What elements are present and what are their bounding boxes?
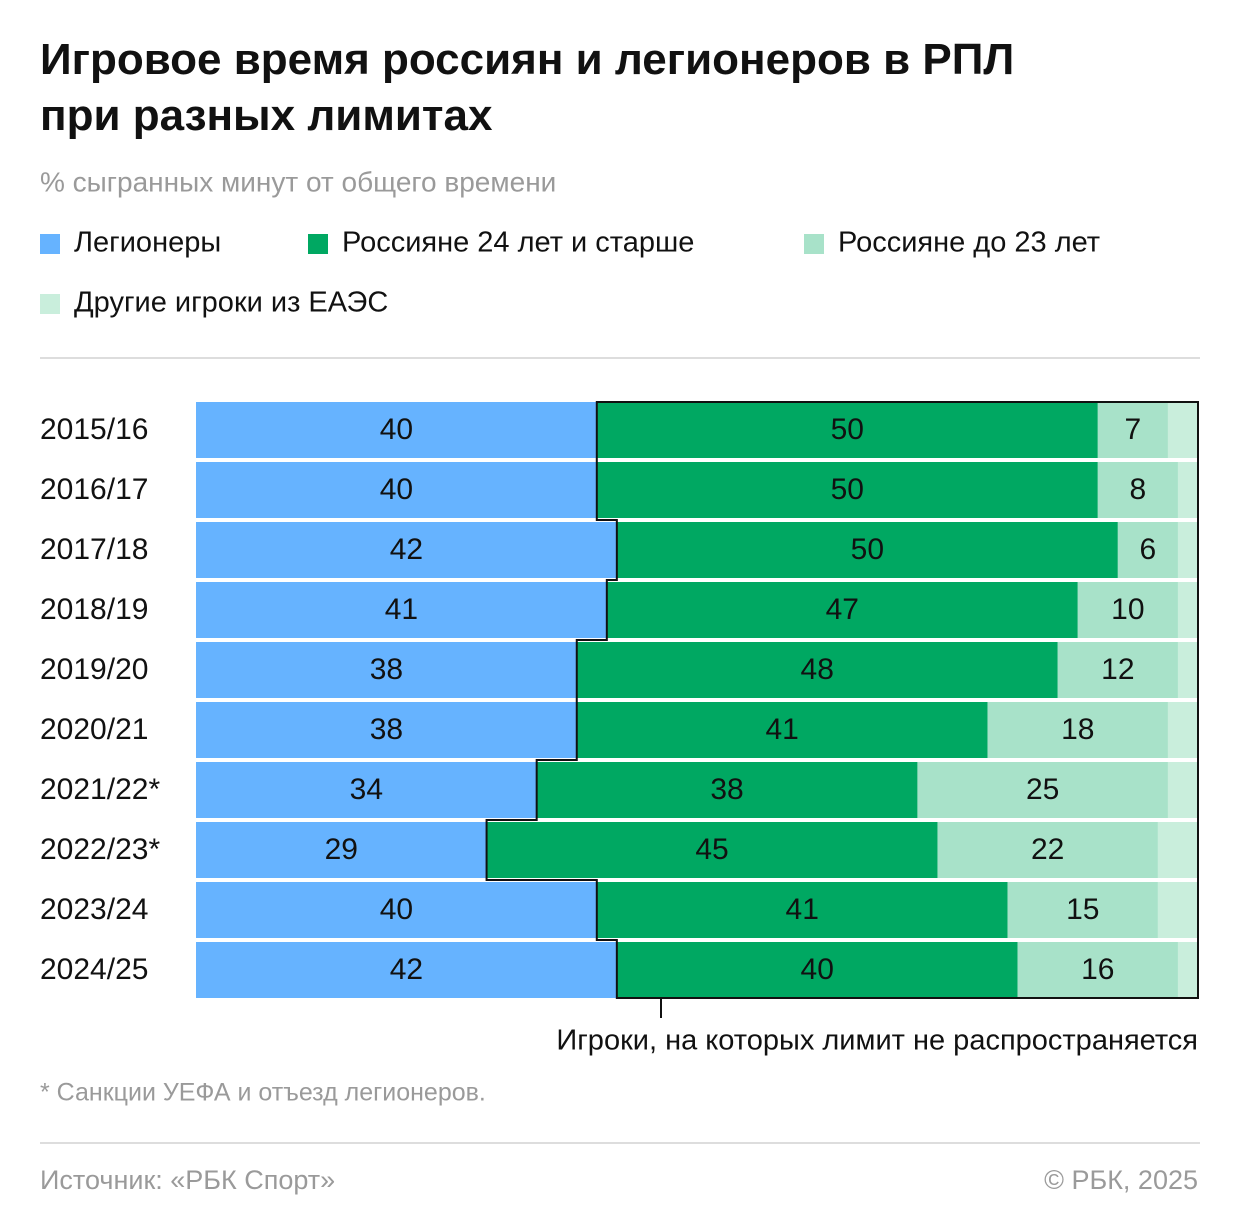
bar-segment bbox=[1017, 942, 1178, 998]
value-label: 42 bbox=[390, 953, 423, 986]
bar-segment bbox=[196, 462, 597, 518]
value-label: 38 bbox=[370, 713, 403, 746]
bar-segment bbox=[917, 762, 1168, 818]
title-line: Игровое время россиян и легионеров в РПЛ bbox=[40, 35, 1014, 84]
value-label: 48 bbox=[801, 653, 834, 686]
bar-segment bbox=[1117, 522, 1178, 578]
bar-segment bbox=[576, 642, 1058, 698]
legend-swatch bbox=[308, 234, 328, 254]
limit-outline bbox=[485, 401, 1199, 999]
bar-segment bbox=[196, 762, 537, 818]
value-label: 40 bbox=[380, 413, 413, 446]
value-label: 12 bbox=[1101, 653, 1134, 686]
bar-segment bbox=[486, 822, 938, 878]
bar-segment bbox=[1157, 822, 1198, 878]
value-label: 8 bbox=[1130, 473, 1147, 506]
bar-segment bbox=[1177, 942, 1198, 998]
value-label: 29 bbox=[325, 833, 358, 866]
value-label: 22 bbox=[1031, 833, 1064, 866]
bar-segment bbox=[596, 402, 1098, 458]
bar-segment bbox=[1077, 582, 1178, 638]
bar-segment bbox=[196, 582, 607, 638]
value-label: 41 bbox=[765, 713, 798, 746]
copyright: © РБК, 2025 bbox=[1044, 1165, 1198, 1195]
bar-segment bbox=[1167, 702, 1198, 758]
bar-segment bbox=[1177, 582, 1198, 638]
category-label: 2022/23* bbox=[40, 833, 160, 866]
category-label: 2018/19 bbox=[40, 593, 148, 626]
category-label: 2019/20 bbox=[40, 653, 148, 686]
bar-segment bbox=[196, 882, 597, 938]
value-label: 40 bbox=[380, 893, 413, 926]
value-label: 42 bbox=[390, 533, 423, 566]
value-label: 47 bbox=[826, 593, 859, 626]
bar-segment bbox=[1097, 402, 1168, 458]
bar-segment bbox=[576, 702, 988, 758]
value-label: 15 bbox=[1066, 893, 1099, 926]
value-label: 34 bbox=[350, 773, 383, 806]
value-label: 50 bbox=[831, 473, 864, 506]
legend-swatch bbox=[40, 234, 60, 254]
bar-segment bbox=[196, 402, 597, 458]
bar-segment bbox=[1177, 462, 1198, 518]
legend-swatch bbox=[40, 294, 60, 314]
category-label: 2015/16 bbox=[40, 413, 148, 446]
bar-segment bbox=[1177, 642, 1198, 698]
bar-segment bbox=[196, 702, 577, 758]
value-label: 7 bbox=[1125, 413, 1142, 446]
chart-subtitle: % сыгранных минут от общего времени bbox=[40, 166, 556, 197]
category-label: 2016/17 bbox=[40, 473, 148, 506]
legend-swatch bbox=[804, 234, 824, 254]
value-label: 50 bbox=[851, 533, 884, 566]
value-label: 38 bbox=[710, 773, 743, 806]
category-label: 2024/25 bbox=[40, 953, 148, 986]
bar-segment bbox=[1007, 882, 1158, 938]
value-label: 41 bbox=[385, 593, 418, 626]
bar-segment bbox=[196, 522, 617, 578]
legend-label: Легионеры bbox=[74, 227, 221, 259]
bar-segment bbox=[536, 762, 918, 818]
value-label: 41 bbox=[786, 893, 819, 926]
category-label: 2023/24 bbox=[40, 893, 148, 926]
bar-segment bbox=[1167, 402, 1198, 458]
chart-title: Игровое время россиян и легионеров в РПЛ… bbox=[40, 35, 1014, 140]
value-label: 25 bbox=[1026, 773, 1059, 806]
category-label: 2021/22* bbox=[40, 773, 160, 806]
bar-segment bbox=[196, 942, 617, 998]
category-label: 2017/18 bbox=[40, 533, 148, 566]
bar-segment bbox=[1167, 762, 1198, 818]
title-line: при разных лимитах bbox=[40, 91, 493, 140]
value-label: 40 bbox=[380, 473, 413, 506]
value-label: 10 bbox=[1111, 593, 1144, 626]
annotation: Игроки, на которых лимит не распространя… bbox=[556, 1025, 1198, 1057]
bar-segment bbox=[1097, 462, 1178, 518]
value-label: 6 bbox=[1140, 533, 1157, 566]
category-label: 2020/21 bbox=[40, 713, 148, 746]
legend-label: Другие игроки из ЕАЭС bbox=[74, 287, 388, 319]
bar-segment bbox=[606, 582, 1078, 638]
bar-segment bbox=[987, 702, 1168, 758]
legend-label: Россияне 24 лет и старше bbox=[342, 227, 694, 259]
value-label: 16 bbox=[1081, 953, 1114, 986]
bar-segment bbox=[196, 822, 487, 878]
bar-segment bbox=[1157, 882, 1198, 938]
bar-segment bbox=[196, 642, 577, 698]
value-label: 45 bbox=[695, 833, 728, 866]
bar-segment bbox=[596, 882, 1008, 938]
bar-segment bbox=[1057, 642, 1178, 698]
bar-segment bbox=[616, 942, 1018, 998]
bar-segment bbox=[937, 822, 1158, 878]
bar-segment bbox=[596, 462, 1098, 518]
value-label: 38 bbox=[370, 653, 403, 686]
value-label: 50 bbox=[831, 413, 864, 446]
value-label: 18 bbox=[1061, 713, 1094, 746]
bar-segment bbox=[1177, 522, 1198, 578]
footnote: * Санкции УЕФА и отъезд легионеров. bbox=[40, 1079, 486, 1107]
legend-label: Россияне до 23 лет bbox=[838, 227, 1100, 259]
source: Источник: «РБК Спорт» bbox=[40, 1165, 335, 1195]
bar-segment bbox=[616, 522, 1118, 578]
value-label: 40 bbox=[801, 953, 834, 986]
